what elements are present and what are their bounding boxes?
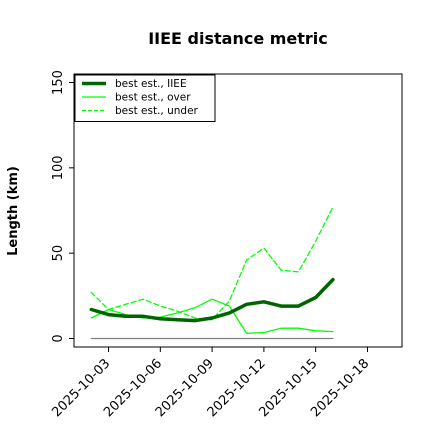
chart-title: IIEE distance metric — [148, 29, 328, 48]
legend-label: best est., over — [115, 92, 191, 104]
y-tick-label: 100 — [51, 155, 66, 180]
legend-label: best est., IIEE — [115, 78, 187, 90]
x-axis: 2025-10-032025-10-062025-10-092025-10-12… — [49, 347, 372, 420]
series-line-2 — [90, 206, 334, 321]
plot-frame — [73, 73, 403, 348]
y-tick-label: 50 — [51, 245, 66, 262]
y-tick-label: 0 — [51, 334, 66, 342]
series-layer — [89, 206, 335, 340]
y-tick-label: 150 — [51, 70, 66, 95]
legend-label: best est., under — [115, 105, 199, 117]
y-axis-label: Length (km) — [6, 166, 21, 256]
series-line-0 — [89, 277, 335, 323]
y-axis: 0 50 100 150 — [51, 70, 74, 343]
